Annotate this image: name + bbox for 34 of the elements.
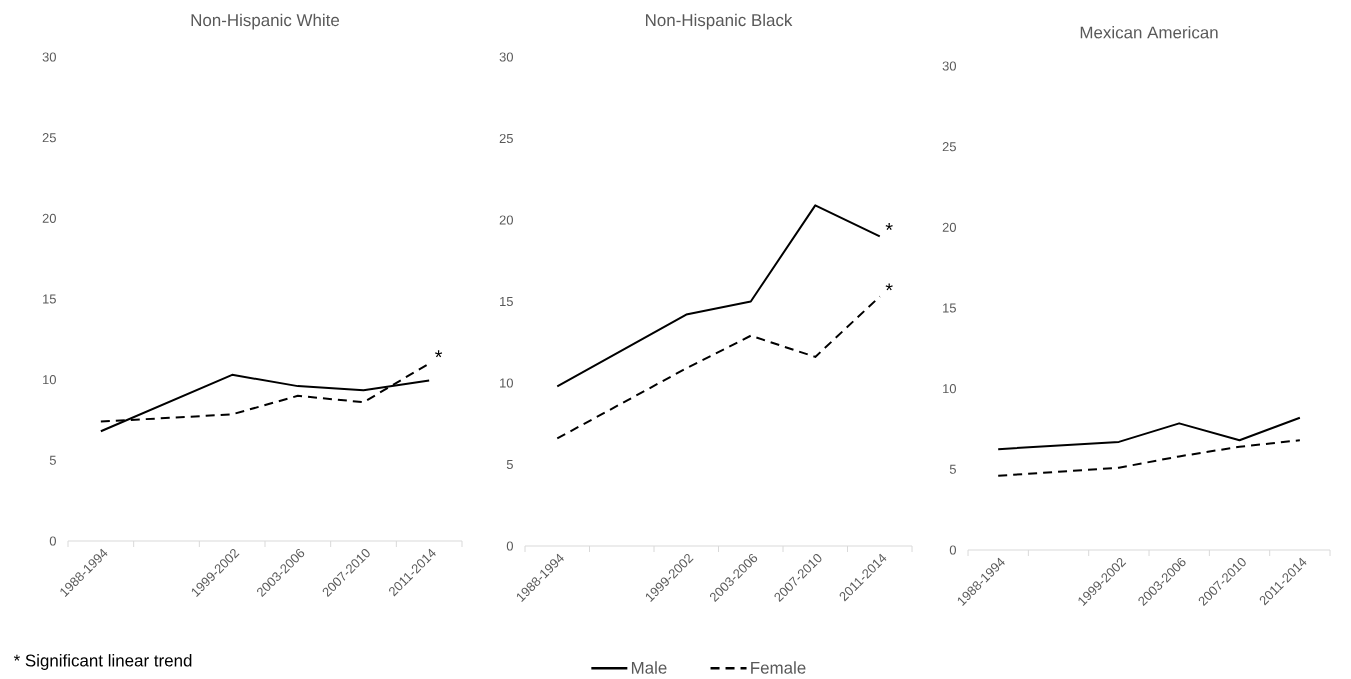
chart-title: Non-Hispanic Black bbox=[646, 13, 793, 30]
annotation: * bbox=[885, 223, 893, 231]
y-tick-label: 20 bbox=[499, 215, 513, 225]
y-tick-label: 5 bbox=[506, 459, 513, 470]
y-tick-label: 20 bbox=[42, 213, 56, 223]
legend-label: Male bbox=[631, 661, 667, 674]
y-tick-label: 30 bbox=[499, 52, 513, 62]
annotation: * bbox=[435, 350, 443, 358]
annotation: * bbox=[885, 283, 893, 291]
y-tick-label: 5 bbox=[49, 455, 56, 465]
y-tick-label: 30 bbox=[42, 52, 56, 62]
line-series bbox=[997, 416, 1301, 451]
chart-title: Mexican American bbox=[1080, 26, 1218, 39]
y-tick-label: 5 bbox=[949, 464, 956, 474]
y-tick-label: 15 bbox=[500, 296, 513, 307]
y-tick-label: 10 bbox=[43, 375, 56, 385]
y-tick-label: 10 bbox=[943, 384, 956, 394]
line-series bbox=[556, 295, 881, 440]
y-tick-label: 20 bbox=[942, 222, 956, 232]
line-series bbox=[556, 204, 881, 388]
y-tick-label: 15 bbox=[943, 303, 956, 313]
y-tick-label: 0 bbox=[49, 536, 56, 546]
chart-title: Non-Hispanic White bbox=[191, 13, 340, 30]
y-tick-label: 0 bbox=[949, 545, 957, 555]
y-tick-label: 25 bbox=[499, 133, 513, 144]
y-tick-label: 30 bbox=[942, 61, 956, 71]
y-tick-label: 0 bbox=[506, 541, 513, 551]
line-series bbox=[997, 439, 1301, 477]
y-tick-label: 25 bbox=[942, 142, 956, 152]
y-tick-label: 15 bbox=[43, 294, 56, 304]
text: * Significant linear trend bbox=[13, 654, 192, 670]
y-tick-label: 10 bbox=[500, 378, 513, 388]
y-tick-label: 25 bbox=[42, 133, 56, 143]
legend-label: Female bbox=[751, 661, 806, 674]
